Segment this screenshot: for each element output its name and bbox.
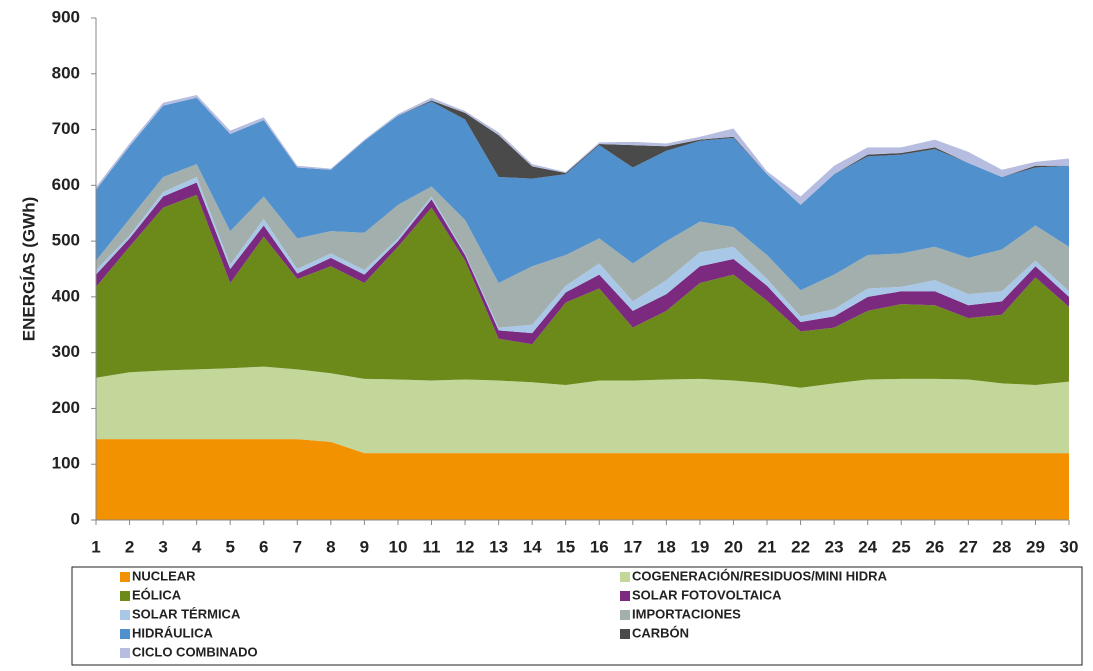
y-tick-label: 100	[52, 454, 80, 473]
x-tick-label: 6	[259, 537, 268, 556]
y-tick-label: 500	[52, 231, 80, 250]
x-tick-label: 13	[489, 537, 508, 556]
y-tick-label: 600	[52, 175, 80, 194]
legend-label: HIDRÁULICA	[132, 625, 213, 640]
area	[96, 164, 1069, 328]
y-tick-label: 700	[52, 119, 80, 138]
legend-swatch	[620, 591, 630, 601]
x-tick-label: 2	[125, 537, 134, 556]
x-tick-label: 26	[925, 537, 944, 556]
x-tick-label: 12	[456, 537, 475, 556]
area	[96, 94, 1069, 205]
legend-label: EÓLICA	[132, 587, 182, 602]
legend-swatch	[620, 629, 630, 639]
legend-swatch	[120, 629, 130, 639]
x-tick-label: 20	[724, 537, 743, 556]
legend-swatch	[120, 610, 130, 620]
legend-swatch	[120, 572, 130, 582]
x-tick-label: 30	[1060, 537, 1079, 556]
x-tick-label: 4	[192, 537, 202, 556]
x-tick-label: 19	[690, 537, 709, 556]
area	[96, 194, 1069, 388]
legend-label: CICLO COMBINADO	[132, 644, 258, 659]
x-tick-label: 14	[523, 537, 542, 556]
y-tick-label: 300	[52, 342, 80, 361]
y-axis-label: ENERGÍAS (GWh)	[19, 197, 38, 342]
x-tick-label: 11	[423, 537, 441, 556]
legend-swatch	[120, 648, 130, 658]
legend-label: COGENERACIÓN/RESIDUOS/MINI HIDRA	[632, 568, 888, 583]
legend-label: SOLAR TÉRMICA	[132, 606, 241, 621]
y-tick-label: 200	[52, 398, 80, 417]
x-tick-label: 29	[1026, 537, 1045, 556]
x-tick-label: 18	[657, 537, 676, 556]
y-tick-label: 900	[52, 7, 80, 26]
legend-label: SOLAR FOTOVOLTAICA	[632, 587, 782, 602]
x-tick-label: 7	[293, 537, 302, 556]
x-tick-label: 28	[992, 537, 1011, 556]
x-tick-label: 16	[590, 537, 609, 556]
legend-swatch	[120, 591, 130, 601]
y-tick-label: 800	[52, 63, 80, 82]
legend-label: IMPORTACIONES	[632, 606, 741, 621]
x-tick-label: 17	[623, 537, 642, 556]
area	[96, 439, 1069, 520]
x-tick-label: 9	[360, 537, 369, 556]
x-tick-label: 21	[758, 537, 777, 556]
x-tick-label: 27	[959, 537, 978, 556]
x-tick-label: 23	[825, 537, 844, 556]
x-tick-label: 3	[158, 537, 167, 556]
x-tick-label: 5	[225, 537, 234, 556]
x-tick-label: 25	[892, 537, 911, 556]
y-tick-label: 0	[71, 509, 80, 528]
legend-swatch	[620, 610, 630, 620]
x-tick-label: 1	[91, 537, 100, 556]
x-tick-label: 10	[389, 537, 408, 556]
legend-swatch	[620, 572, 630, 582]
y-tick-label: 400	[52, 286, 80, 305]
area	[96, 97, 1069, 291]
legend-label: CARBÓN	[632, 625, 689, 640]
x-tick-label: 22	[791, 537, 810, 556]
x-tick-label: 15	[556, 537, 575, 556]
area	[96, 366, 1069, 454]
legend-label: NUCLEAR	[132, 568, 196, 583]
x-tick-label: 24	[858, 537, 877, 556]
legend-box	[71, 566, 1083, 666]
x-tick-label: 8	[326, 537, 335, 556]
